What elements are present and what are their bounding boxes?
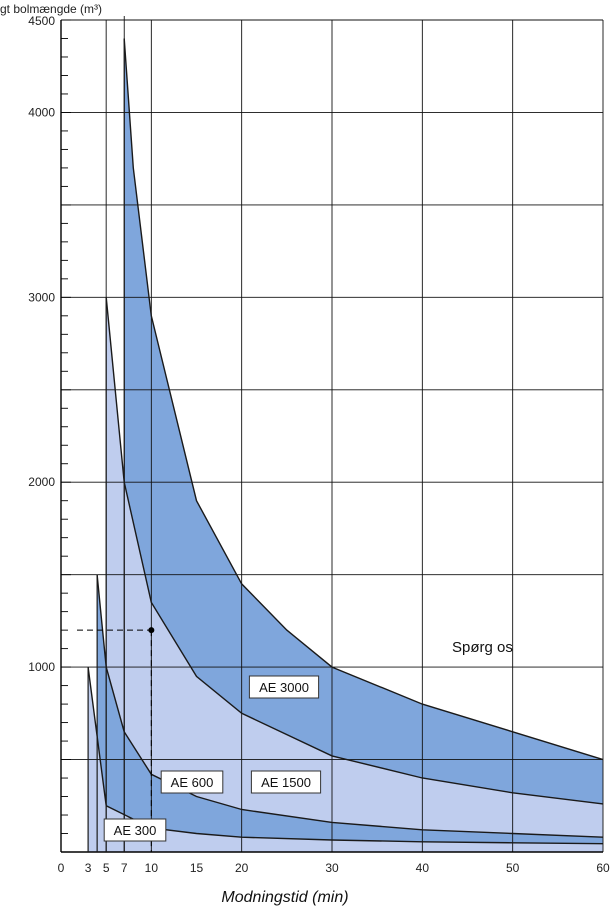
series-label-text: AE 1500 [261,775,311,790]
x-axis-label: Modningstid (min) [221,889,348,906]
series-label-text: AE 600 [171,775,214,790]
x-tick-label: 60 [596,861,610,875]
y-axis-ticks: 1000 2000 3000 4000 4500 [28,14,55,674]
series-label-box [160,770,224,794]
x-tick-label: 20 [235,861,249,875]
series-label-ae-300: AE 300 [103,818,167,842]
reference-point-marker [148,627,155,634]
curve-ae-3000 [123,38,604,761]
x-tick-label: 10 [145,861,159,875]
curve-ae-1500 [105,297,604,805]
area-band-ae-3000 [124,38,603,852]
x-tick-label: 30 [325,861,339,875]
series-labels: AE 300 AE 600 AE 1500 AE 3000 [103,675,322,842]
series-label-ae-600: AE 600 [160,770,224,794]
y-tick-label: 3000 [28,290,55,304]
series-label-box [250,770,322,794]
x-tick-label: 15 [190,861,204,875]
curve-ae-600 [96,574,604,838]
series-label-box [248,675,320,699]
curve-ae-300 [87,667,604,845]
x-axis-ticks: 0 3 5 7 10 15 20 30 40 50 60 [58,861,610,875]
reference-point [77,627,155,852]
series-curves [87,38,604,852]
area-fills [88,38,604,852]
area-band-ae-1500 [106,297,604,852]
y-tick-label: 1000 [28,660,55,674]
series-label-text: AE 300 [114,823,157,838]
x-tick-label: 0 [58,861,65,875]
y-tick-label: 4000 [28,105,55,119]
y-tick-label: 4500 [28,14,55,28]
x-tick-label: 7 [121,861,128,875]
series-label-text: AE 3000 [259,680,309,695]
y-tick-label: 2000 [28,475,55,489]
x-tick-label: 5 [103,861,110,875]
x-tick-label: 50 [506,861,520,875]
x-tick-label: 40 [416,861,430,875]
series-label-ae-3000: AE 3000 [248,675,320,699]
annotation-text: Spørg os [452,639,513,656]
series-label-box [103,818,167,842]
y-axis-label: gt bolmængde (m³) [0,2,102,16]
series-label-ae-1500: AE 1500 [250,770,322,794]
x-tick-label: 3 [85,861,92,875]
